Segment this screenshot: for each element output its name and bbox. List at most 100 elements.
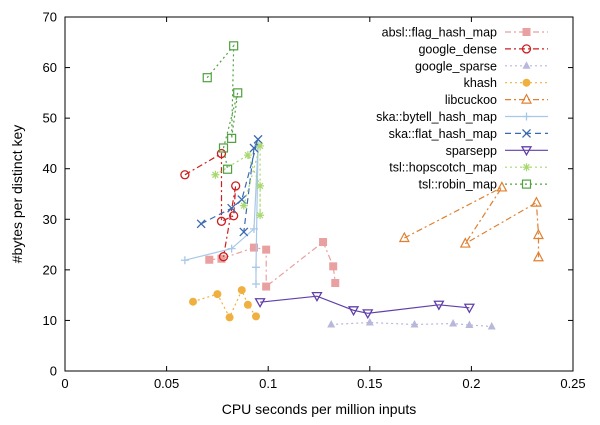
data-point	[465, 320, 474, 328]
series-line	[260, 295, 470, 314]
data-point	[218, 143, 229, 153]
data-point	[496, 181, 508, 192]
data-point	[229, 211, 239, 221]
legend-label: libcuckoo	[445, 93, 497, 107]
legend-entry: libcuckoo	[445, 93, 548, 107]
legend-entry: sparsepp	[446, 144, 548, 158]
data-point	[327, 319, 336, 328]
series-khash	[189, 286, 261, 322]
data-point	[256, 141, 265, 150]
data-point	[227, 133, 237, 143]
series-line	[404, 185, 540, 258]
data-point	[254, 298, 266, 309]
legend-entry: khash	[464, 76, 548, 90]
data-point	[231, 181, 241, 191]
data-point	[180, 256, 189, 265]
series-line	[215, 145, 261, 216]
data-point	[532, 228, 544, 240]
legend-marker	[522, 28, 531, 36]
legend-label: tsl::hopscotch_map	[389, 161, 497, 175]
data-point	[347, 306, 360, 317]
data-point	[237, 286, 246, 295]
legend-marker	[521, 179, 532, 189]
legend-entry: google_dense	[418, 42, 548, 56]
data-point	[180, 170, 190, 180]
y-tick-label: 0	[50, 364, 57, 379]
data-point	[463, 303, 475, 314]
y-tick-label: 20	[43, 262, 57, 277]
data-point	[319, 238, 328, 247]
y-tick-label: 60	[43, 60, 57, 75]
legend-label: ska::bytell_hash_map	[376, 110, 497, 124]
legend-marker	[522, 128, 531, 138]
series-sparsepp	[254, 292, 475, 320]
data-point	[253, 134, 263, 144]
data-point	[256, 211, 265, 220]
data-point	[243, 300, 252, 309]
data-point	[459, 237, 471, 248]
legend-entry: tsl::hopscotch_map	[389, 161, 548, 175]
y-tick-label: 70	[43, 10, 57, 25]
y-tick-label: 30	[43, 212, 57, 227]
data-point	[410, 319, 419, 328]
legend-entry: absl::flag_hash_map	[382, 26, 548, 40]
series-line	[184, 152, 237, 257]
data-point	[311, 292, 323, 302]
series-google-dense	[180, 148, 241, 262]
data-point	[487, 321, 496, 330]
data-point	[449, 318, 458, 327]
data-point	[239, 201, 248, 210]
data-point	[233, 88, 243, 98]
legend-marker	[522, 112, 531, 121]
data-point	[243, 151, 252, 160]
data-point	[252, 312, 261, 321]
x-tick-label: 0	[61, 376, 68, 391]
legend-marker	[522, 163, 531, 172]
y-axis-label: #bytes per distinct key	[9, 125, 25, 264]
legend-marker	[522, 78, 531, 87]
legend-label: google_dense	[418, 42, 497, 56]
data-point	[252, 263, 261, 272]
data-point	[189, 297, 198, 306]
data-point	[217, 254, 226, 263]
legend-label: tsl::robin_map	[418, 178, 497, 192]
data-point	[213, 290, 222, 299]
data-point	[398, 231, 410, 243]
x-tick-label: 0.1	[259, 376, 277, 391]
y-tick-label: 50	[43, 111, 57, 126]
series-libcuckoo	[398, 181, 544, 262]
data-point	[365, 317, 374, 326]
series-line	[200, 139, 259, 232]
data-point	[239, 227, 249, 237]
series-tsl-hopscotch-map	[211, 141, 265, 220]
data-point	[262, 282, 271, 291]
x-tick-label: 0.05	[154, 376, 179, 391]
legend-label: google_sparse	[415, 59, 497, 73]
legend-label: absl::flag_hash_map	[382, 26, 497, 40]
legend-marker	[522, 61, 531, 69]
data-point	[222, 164, 233, 174]
x-tick-label: 0.15	[357, 376, 382, 391]
legend-entry: tsl::robin_map	[418, 178, 548, 192]
x-axis-label: CPU seconds per million inputs	[222, 401, 417, 417]
data-point	[202, 73, 212, 83]
legend-entry: ska::flat_hash_map	[389, 127, 548, 141]
data-point	[532, 250, 544, 262]
data-point	[530, 196, 542, 207]
data-point	[225, 313, 234, 322]
x-tick-label: 0.2	[462, 376, 480, 391]
data-point	[216, 216, 227, 226]
data-point	[262, 245, 271, 254]
series-tsl-robin-map	[202, 41, 243, 174]
data-point	[249, 143, 259, 153]
plot-frame	[64, 16, 574, 372]
data-point	[227, 203, 237, 213]
x-tick-label: 0.25	[560, 376, 585, 391]
data-point	[216, 148, 227, 159]
data-point	[252, 280, 261, 289]
data-point	[329, 262, 338, 271]
series-layer	[180, 41, 544, 330]
legend-label: sparsepp	[446, 144, 497, 158]
